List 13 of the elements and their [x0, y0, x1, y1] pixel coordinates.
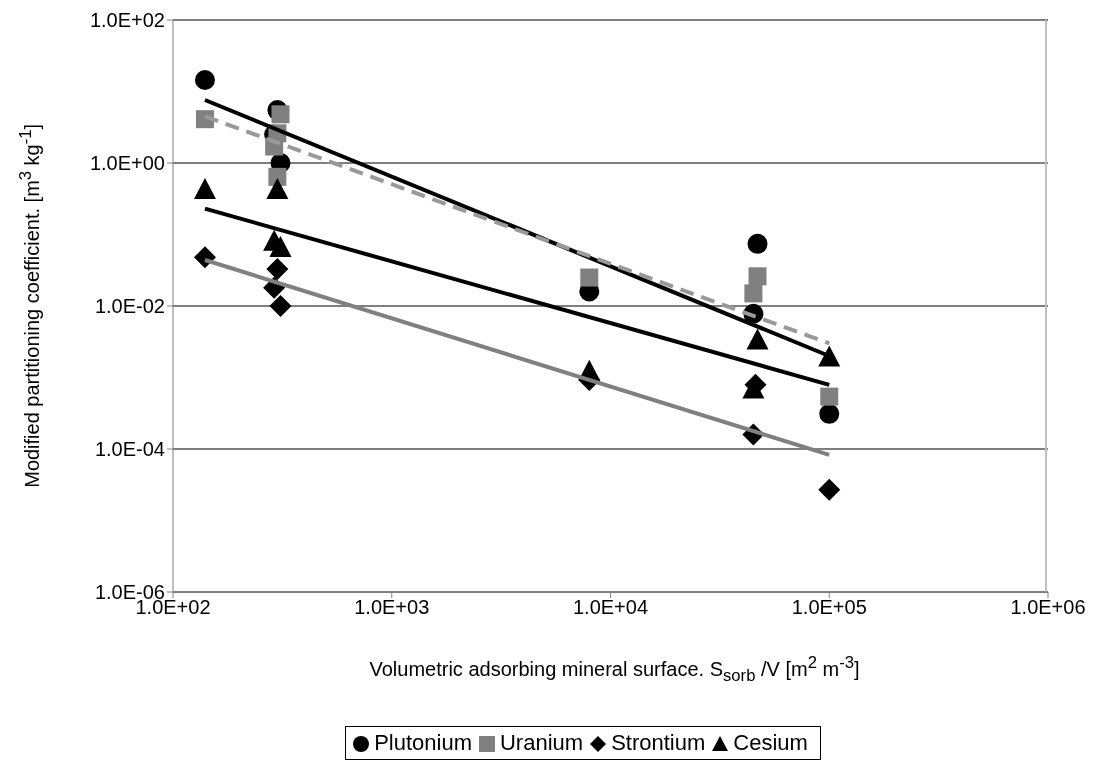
legend-label: Uranium	[499, 730, 584, 755]
legend-label: Cesium	[732, 730, 808, 755]
y-tick-label: 1.0E+00	[89, 152, 165, 175]
y-tick-label: 1.0E-02	[94, 295, 165, 318]
x-axis-title: Volumetric adsorbing mineral surface. S$_{sorb}$ /V [m$^{2}$ m$^{-3}$]	[368, 653, 861, 686]
x-tick-label: 1.0E+06	[1010, 596, 1086, 619]
x-tick-label: 1.0E+05	[791, 596, 867, 619]
x-tick-label: 1.0E+03	[354, 596, 430, 619]
legend-label: Strontium	[610, 730, 706, 755]
legend-label: Plutonium	[373, 730, 472, 755]
y-tick-label: 1.0E+02	[89, 9, 165, 32]
x-tick-label: 1.0E+04	[572, 596, 649, 619]
y-tick-label: 1.0E-04	[94, 438, 165, 461]
